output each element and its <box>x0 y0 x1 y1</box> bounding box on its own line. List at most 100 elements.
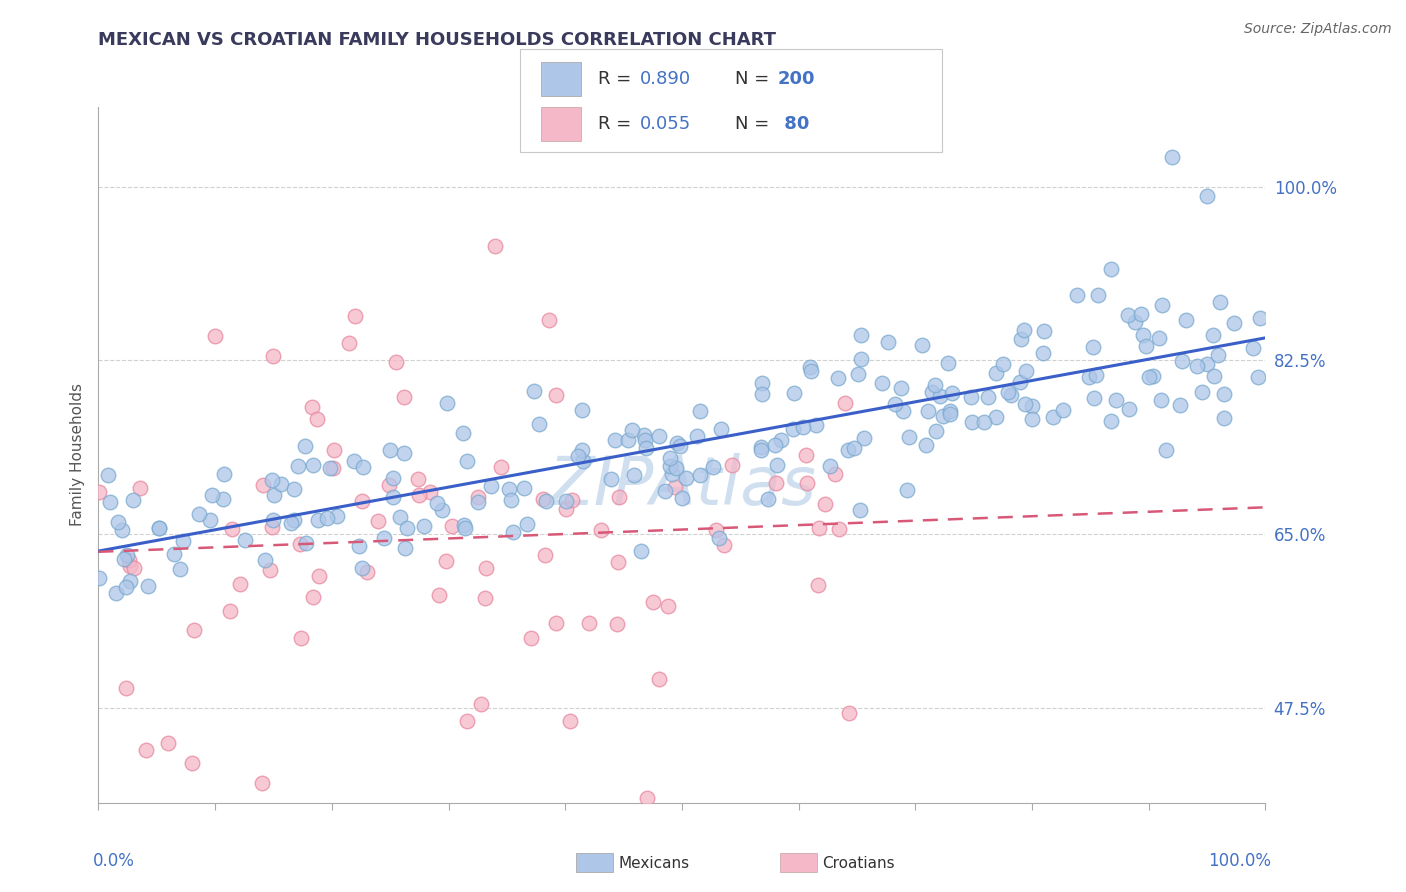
Point <box>1014 397 1036 411</box>
Point <box>111 523 134 537</box>
Point <box>872 376 894 390</box>
Point <box>1118 402 1140 417</box>
Point <box>800 364 823 378</box>
Point <box>474 561 496 575</box>
Point <box>838 706 860 720</box>
Point <box>204 328 226 343</box>
Point <box>1123 315 1146 329</box>
Point <box>148 521 170 535</box>
Point <box>434 554 457 568</box>
Point <box>1000 388 1022 402</box>
Point <box>467 495 489 509</box>
Point <box>555 493 578 508</box>
Point <box>408 488 430 502</box>
Point <box>897 430 920 444</box>
Point <box>924 424 946 438</box>
Point <box>527 417 550 431</box>
Point <box>294 439 316 453</box>
Point <box>567 450 589 464</box>
Point <box>389 509 412 524</box>
Point <box>749 442 772 457</box>
Text: Mexicans: Mexicans <box>619 856 690 871</box>
Point <box>796 476 818 491</box>
Point <box>763 438 786 452</box>
Text: 100.0%: 100.0% <box>1208 852 1271 870</box>
Point <box>1066 288 1088 302</box>
Point <box>1195 357 1218 371</box>
Point <box>606 616 628 631</box>
Point <box>806 578 828 592</box>
Point <box>554 502 576 516</box>
Point <box>1213 410 1236 425</box>
Point <box>395 521 418 535</box>
Point <box>591 523 613 537</box>
Point <box>1014 364 1036 378</box>
Text: Source: ZipAtlas.com: Source: ZipAtlas.com <box>1244 22 1392 37</box>
Point <box>188 507 211 521</box>
Point <box>1135 339 1157 353</box>
Point <box>1042 410 1064 425</box>
Point <box>115 548 138 562</box>
Point <box>1223 316 1246 330</box>
Point <box>1137 369 1160 384</box>
Point <box>118 574 141 588</box>
Point <box>129 481 152 495</box>
Point <box>721 458 744 472</box>
Point <box>394 541 416 555</box>
Text: Croatians: Croatians <box>823 856 896 871</box>
Point <box>1077 370 1099 384</box>
Point <box>1168 398 1191 412</box>
Point <box>350 561 373 575</box>
Point <box>105 585 128 599</box>
Point <box>377 477 399 491</box>
Point <box>1191 385 1213 400</box>
Point <box>707 531 730 545</box>
Point <box>1174 313 1197 327</box>
Point <box>571 402 593 417</box>
Point <box>606 555 628 569</box>
Point <box>630 544 652 558</box>
Point <box>308 569 330 583</box>
Point <box>756 491 779 506</box>
Point <box>1241 341 1264 355</box>
Point <box>262 519 284 533</box>
Point <box>201 488 224 502</box>
Point <box>295 536 318 550</box>
Point <box>807 521 830 535</box>
Point <box>1150 392 1173 407</box>
Point <box>561 492 583 507</box>
Point <box>921 384 943 399</box>
Point <box>172 534 194 549</box>
Point <box>211 491 233 506</box>
Point <box>783 386 806 401</box>
Point <box>169 562 191 576</box>
Point <box>634 441 657 455</box>
Point <box>765 475 787 490</box>
Point <box>498 482 520 496</box>
Point <box>1185 359 1208 373</box>
Point <box>827 371 849 385</box>
Point <box>513 481 536 495</box>
Point <box>1209 295 1232 310</box>
Point <box>367 514 389 528</box>
Point <box>1052 402 1074 417</box>
Point <box>262 473 284 487</box>
Point <box>233 533 256 547</box>
Point <box>499 492 522 507</box>
Point <box>120 559 142 574</box>
Point <box>302 458 325 472</box>
Point <box>122 493 145 508</box>
Text: N =: N = <box>735 70 775 88</box>
Point <box>112 552 135 566</box>
Point <box>853 431 876 445</box>
Point <box>848 503 870 517</box>
Point <box>890 381 912 395</box>
Point <box>1021 399 1043 413</box>
Text: 200: 200 <box>778 70 815 88</box>
Point <box>1032 346 1054 360</box>
Point <box>200 513 222 527</box>
Point <box>212 467 235 482</box>
Point <box>531 491 554 506</box>
Point <box>352 459 374 474</box>
Point <box>489 460 512 475</box>
